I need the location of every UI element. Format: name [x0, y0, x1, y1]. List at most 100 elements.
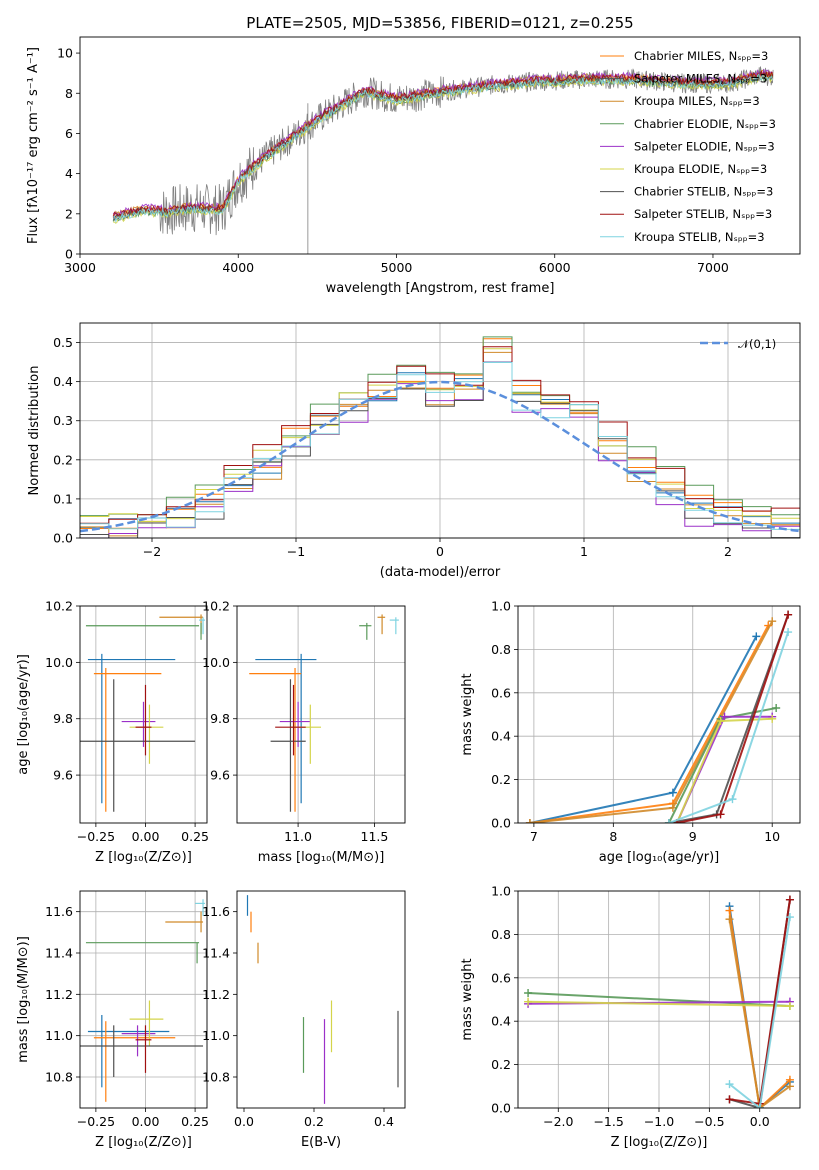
massweight-vs-age-xtick-label: 7 [530, 829, 538, 844]
massweight-vs-Z-series-line [728, 916, 791, 1108]
massweight-vs-Z-series-marker [725, 1095, 734, 1104]
age-vs-mass-ytick-label: 9.8 [210, 711, 230, 726]
spectrum-ylabel: Flux [fλ10⁻¹⁷ erg cm⁻² s⁻¹ A⁻¹] [26, 47, 41, 244]
spectrum-xtick-label: 7000 [697, 260, 729, 275]
massweight-vs-age-series-marker [728, 795, 737, 804]
massweight-vs-age-ytick-label: 1.0 [491, 599, 511, 614]
age-vs-Z-ytick-label: 10.2 [45, 599, 73, 614]
age-vs-mass-xtick-label: 11.0 [284, 829, 312, 844]
massweight-vs-age-series-marker [716, 810, 725, 819]
spectrum-legend-entry: Kroupa MILES, Nₛₚₚ=3 [634, 94, 760, 108]
mass-vs-ebv-plot-area [246, 895, 399, 1104]
residuals-histogram [80, 362, 800, 530]
spectrum-legend-entry: Salpeter ELODIE, Nₛₚₚ=3 [634, 139, 775, 153]
massweight-vs-age-ytick-label: 0.4 [491, 729, 511, 744]
spectrum-legend-entry: Chabrier MILES, Nₛₚₚ=3 [634, 49, 768, 63]
mass-vs-ebv-ytick-label: 11.0 [202, 1028, 230, 1043]
age-vs-Z-ylabel: age [log₁₀(age/yr)] [16, 654, 31, 775]
residuals-gaussian-line [80, 380, 800, 533]
massweight-vs-age-series-marker [668, 788, 677, 797]
spectrum-ytick-label: 0 [65, 247, 73, 262]
mass-vs-ebv-ytick-label: 11.6 [202, 904, 230, 919]
mass-vs-ebv-ytick-label: 10.8 [202, 1070, 230, 1085]
age-vs-mass-frame [236, 605, 406, 824]
residuals-frame [79, 322, 801, 539]
figure-title: PLATE=2505, MJD=53856, FIBERID=0121, z=0… [246, 14, 633, 32]
mass-vs-Z-frame [79, 890, 208, 1109]
mass-vs-Z-xtick-label: −0.25 [77, 1114, 115, 1129]
age-vs-mass-plot-area [249, 614, 399, 812]
spectrum-xtick-label: 4000 [222, 260, 254, 275]
mass-vs-Z-ytick-label: 11.0 [45, 1028, 73, 1043]
massweight-vs-Z-series-marker [725, 906, 734, 915]
residuals-histogram [80, 361, 800, 538]
massweight-vs-Z-series-marker [755, 1104, 764, 1108]
residuals-histogram [80, 338, 800, 529]
age-vs-mass-ytick-label: 9.6 [210, 768, 230, 783]
spectrum-xlabel: wavelength [Angstrom, rest frame] [326, 281, 555, 296]
mass-vs-ebv-frame [236, 890, 406, 1109]
age-vs-Z-xtick-label: 0.00 [132, 829, 160, 844]
residuals-histogram [80, 361, 800, 538]
spectrum-legend-entry: Chabrier STELIB, Nₛₚₚ=3 [634, 185, 773, 199]
massweight-vs-Z-series-line [728, 919, 791, 1108]
massweight-vs-Z-series-marker [524, 997, 533, 1006]
massweight-vs-Z-series-line [528, 1000, 790, 1007]
residuals-xtick-label: 1 [580, 544, 588, 559]
residuals-legend-entry: 𝒩(0,1) [738, 337, 776, 351]
massweight-vs-age-series-marker [784, 610, 793, 619]
massweight-vs-Z-ytick-label: 1.0 [491, 884, 511, 899]
massweight-vs-Z-ylabel: mass weight [460, 958, 475, 1040]
massweight-vs-age-frame [517, 605, 801, 824]
residuals-histogram [80, 336, 800, 517]
mass-vs-ebv-ytick-label: 11.2 [202, 987, 230, 1002]
mass-vs-Z-xtick-label: 0.00 [132, 1114, 160, 1129]
spectrum-plot-area [112, 66, 774, 254]
age-vs-mass-xtick-label: 11.5 [361, 829, 389, 844]
massweight-vs-Z-frame [517, 890, 801, 1109]
massweight-vs-Z-plot-area [524, 895, 794, 1108]
spectrum-xtick-label: 3000 [64, 260, 96, 275]
massweight-vs-Z-xtick-label: −0.5 [694, 1114, 724, 1129]
massweight-vs-Z-series-marker [725, 915, 734, 924]
spectrum-model-line [113, 69, 774, 216]
mass-vs-ebv-xlabel: E(B-V) [301, 1135, 341, 1150]
massweight-vs-age-series-marker [664, 819, 673, 823]
spectrum-data-line [158, 66, 774, 236]
residuals-xtick-label: 0 [436, 544, 444, 559]
spectrum-ytick-label: 2 [65, 206, 73, 221]
mass-vs-Z-xlabel: Z [log₁₀(Z/Z⊙)] [95, 1135, 192, 1150]
spectrum-frame [79, 36, 801, 255]
massweight-vs-age-series-marker [716, 717, 725, 726]
age-vs-mass-xlabel: mass [log₁₀(M/M⊙)] [258, 850, 385, 865]
spectrum-legend-entry: Chabrier ELODIE, Nₛₚₚ=3 [634, 117, 776, 131]
residuals-xtick-label: −1 [287, 544, 305, 559]
residuals-ytick-label: 0.5 [53, 335, 73, 350]
massweight-vs-age-ylabel: mass weight [460, 673, 475, 755]
massweight-vs-age-series-marker [784, 628, 793, 637]
massweight-vs-age-xtick-label: 8 [609, 829, 617, 844]
spectrum-legend-entry: Kroupa STELIB, Nₛₚₚ=3 [634, 230, 765, 244]
massweight-vs-Z-series-marker [785, 895, 794, 904]
spectrum-ytick-label: 6 [65, 126, 73, 141]
massweight-vs-age-series-marker [525, 819, 534, 823]
massweight-vs-Z-series-marker [785, 1082, 794, 1091]
residuals-ylabel: Normed distribution [27, 366, 42, 496]
massweight-vs-Z-xlabel: Z [log₁₀(Z/Z⊙)] [611, 1135, 708, 1150]
mass-vs-ebv-xtick-label: 0.4 [374, 1114, 394, 1129]
massweight-vs-Z-ytick-label: 0.8 [491, 927, 511, 942]
massweight-vs-age-series-marker [772, 703, 781, 712]
mass-vs-ebv-ytick-label: 11.4 [202, 946, 230, 961]
massweight-vs-Z-series-marker [785, 1002, 794, 1011]
mass-vs-Z-ytick-label: 11.6 [45, 904, 73, 919]
age-vs-Z-plot-area [80, 614, 206, 812]
mass-vs-Z-ytick-label: 11.4 [45, 946, 73, 961]
massweight-vs-Z-xtick-label: −1.5 [593, 1114, 623, 1129]
mass-vs-Z-ytick-label: 11.2 [45, 987, 73, 1002]
massweight-vs-age-ytick-label: 0.8 [491, 642, 511, 657]
spectrum-xtick-label: 6000 [539, 260, 571, 275]
residuals-xtick-label: 2 [724, 544, 732, 559]
massweight-vs-age-xtick-label: 10 [764, 829, 780, 844]
residuals-ytick-label: 0.3 [53, 413, 73, 428]
